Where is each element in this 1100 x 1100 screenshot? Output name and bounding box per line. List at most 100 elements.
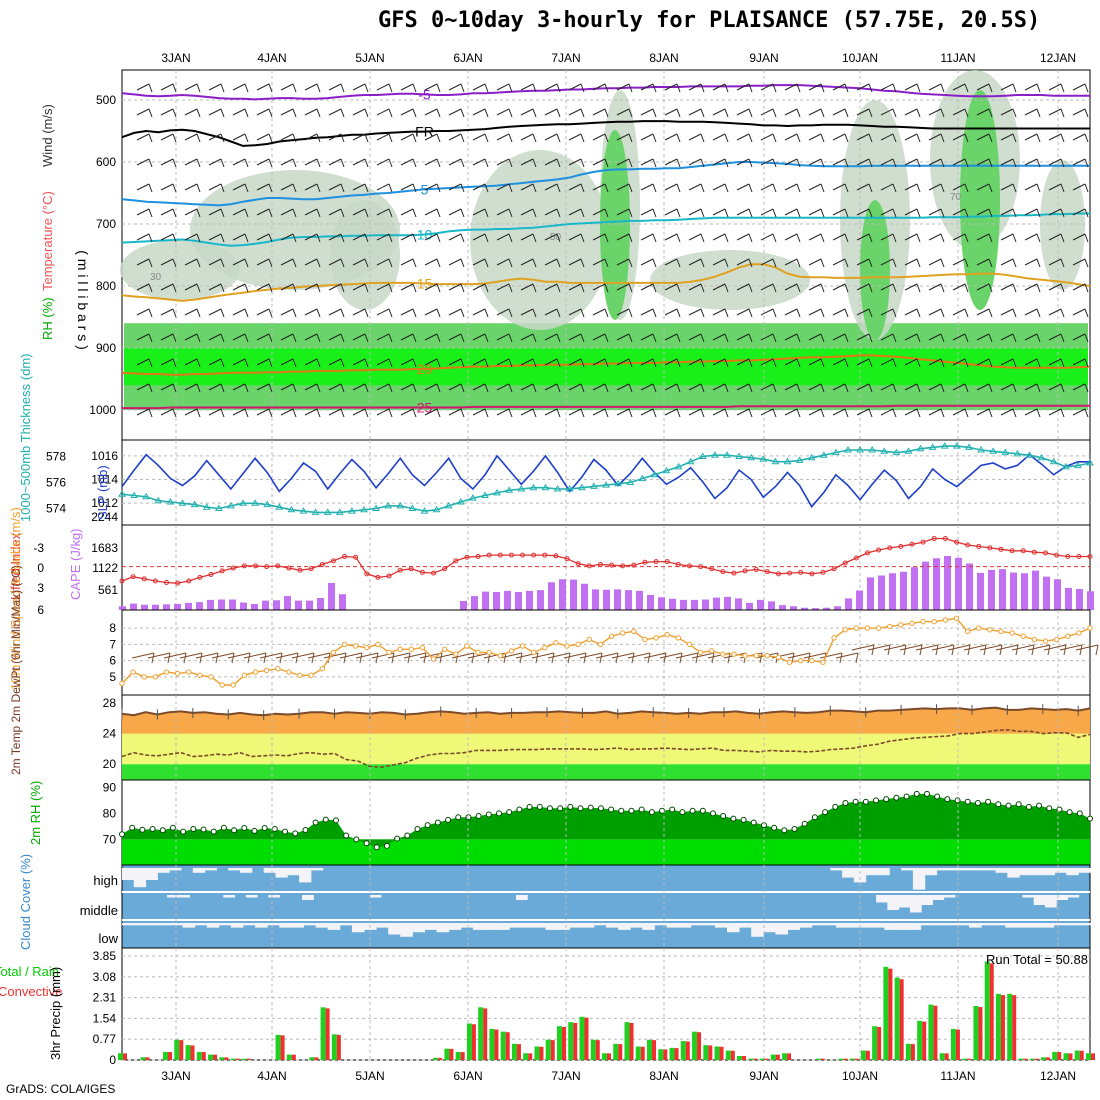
wind-barb: [1072, 183, 1086, 191]
precip-total-bar: [568, 1022, 574, 1060]
rh2m-point: [557, 805, 564, 812]
wind-barb: [664, 258, 678, 266]
lifted-index-point: [709, 566, 715, 572]
wind-barb: [388, 133, 393, 143]
wind-barb: [688, 258, 702, 266]
thickness-point: [807, 453, 816, 461]
precip-conv-bar: [314, 1057, 319, 1060]
wind-barb: [604, 333, 609, 343]
lifted-index-point: [787, 570, 793, 576]
cloud-gap-low: [860, 923, 873, 928]
wind-barb: [244, 108, 249, 118]
precip-total-bar: [523, 1053, 529, 1060]
wind-barb: [700, 158, 705, 168]
precip-total-bar: [556, 1026, 562, 1060]
precip-total-bar: [1029, 1058, 1035, 1060]
wind-barb: [520, 208, 534, 216]
wind-speed-point: [464, 643, 470, 649]
wind-barb: [880, 83, 894, 91]
rh2m-ylabel: 2m RH (%): [28, 781, 43, 845]
wind-barb: [628, 408, 633, 418]
cape-bar: [614, 589, 621, 610]
wind-barb: [784, 258, 798, 266]
wind-barb: [376, 333, 390, 341]
wind-barb: [244, 183, 249, 193]
rh2m-point: [506, 809, 513, 816]
wind-barb: [928, 83, 942, 91]
cloud-gap-high: [133, 868, 147, 888]
cloud-gap-high: [228, 868, 241, 871]
thickness-point: [1037, 453, 1046, 461]
wind-barb: [136, 208, 150, 216]
rh2m-point: [985, 798, 992, 805]
wind-barb: [592, 358, 606, 366]
wind-barb: [268, 158, 273, 168]
wind-barb: [340, 308, 345, 318]
lifted-index-point: [152, 578, 158, 584]
precip-conv-bar: [854, 1058, 859, 1060]
wind-barb-10m: [807, 652, 811, 664]
cape-bar: [152, 604, 159, 610]
wind-barb: [220, 383, 225, 393]
wind-barb: [628, 283, 633, 293]
wind-barb: [592, 158, 606, 166]
wind-speed-point: [619, 630, 626, 636]
lifted-index-point: [375, 574, 381, 580]
rh2m-point: [709, 810, 716, 817]
wind-barb: [652, 383, 657, 393]
wind-barb: [772, 108, 777, 118]
wind-barb: [340, 383, 345, 393]
wind-barb: [220, 233, 225, 243]
lifted-index-point: [542, 552, 548, 558]
wind-barb: [580, 133, 585, 143]
cloud-gap-low: [1053, 923, 1067, 926]
wind-barb: [1024, 383, 1038, 391]
wind-barb: [1012, 383, 1017, 393]
wind-barb-10m: [467, 652, 491, 659]
wind-barb: [508, 358, 513, 368]
thickness-point: [965, 443, 973, 450]
wind-barb: [388, 158, 393, 168]
wind-barb: [508, 83, 513, 93]
wind-barb: [796, 133, 801, 143]
wind-barb: [916, 308, 921, 318]
wind-speed-point: [352, 643, 359, 649]
precip-conv-bar: [944, 1053, 949, 1060]
wind-barb: [340, 333, 345, 343]
wind-barb: [796, 108, 801, 118]
li-tick: 0: [37, 561, 44, 575]
wind-barb: [760, 333, 774, 341]
wind-barb: [628, 233, 633, 243]
rh2m-point: [832, 803, 839, 810]
lifted-index-point: [831, 566, 837, 572]
rh2m-point: [363, 840, 370, 847]
wind-barb: [532, 383, 537, 393]
precip-total-bar: [759, 1058, 765, 1060]
wind-barb: [316, 308, 321, 318]
thickness-point: [832, 448, 840, 456]
thickness-point: [444, 501, 453, 509]
precip-conv-bar: [460, 1052, 465, 1060]
wind-barb: [304, 208, 318, 216]
cloud-gap-middle: [223, 895, 236, 898]
cloud-gap-high: [1066, 868, 1079, 876]
wind-barb: [1036, 158, 1041, 168]
precip-total-bar: [208, 1054, 214, 1060]
wind-barb: [292, 183, 297, 193]
wind-barb: [376, 158, 390, 166]
wind-barb: [700, 83, 705, 93]
wind-barb: [508, 258, 513, 268]
wind-speed-point: [831, 635, 837, 641]
wind-barb: [412, 333, 417, 343]
cloud-gap-low: [654, 923, 667, 926]
wind-barb-10m: [167, 652, 171, 664]
thickness-point: [190, 500, 199, 508]
wind-barb-10m: [311, 652, 315, 664]
wind-barb: [148, 308, 153, 318]
wind-barb: [1036, 333, 1041, 343]
wind-barb: [736, 208, 750, 216]
wind-barb-10m: [899, 644, 923, 651]
cloud-gap-high: [122, 868, 135, 880]
lifted-index-point: [775, 571, 781, 577]
precip-conv-bar: [1068, 1053, 1073, 1060]
